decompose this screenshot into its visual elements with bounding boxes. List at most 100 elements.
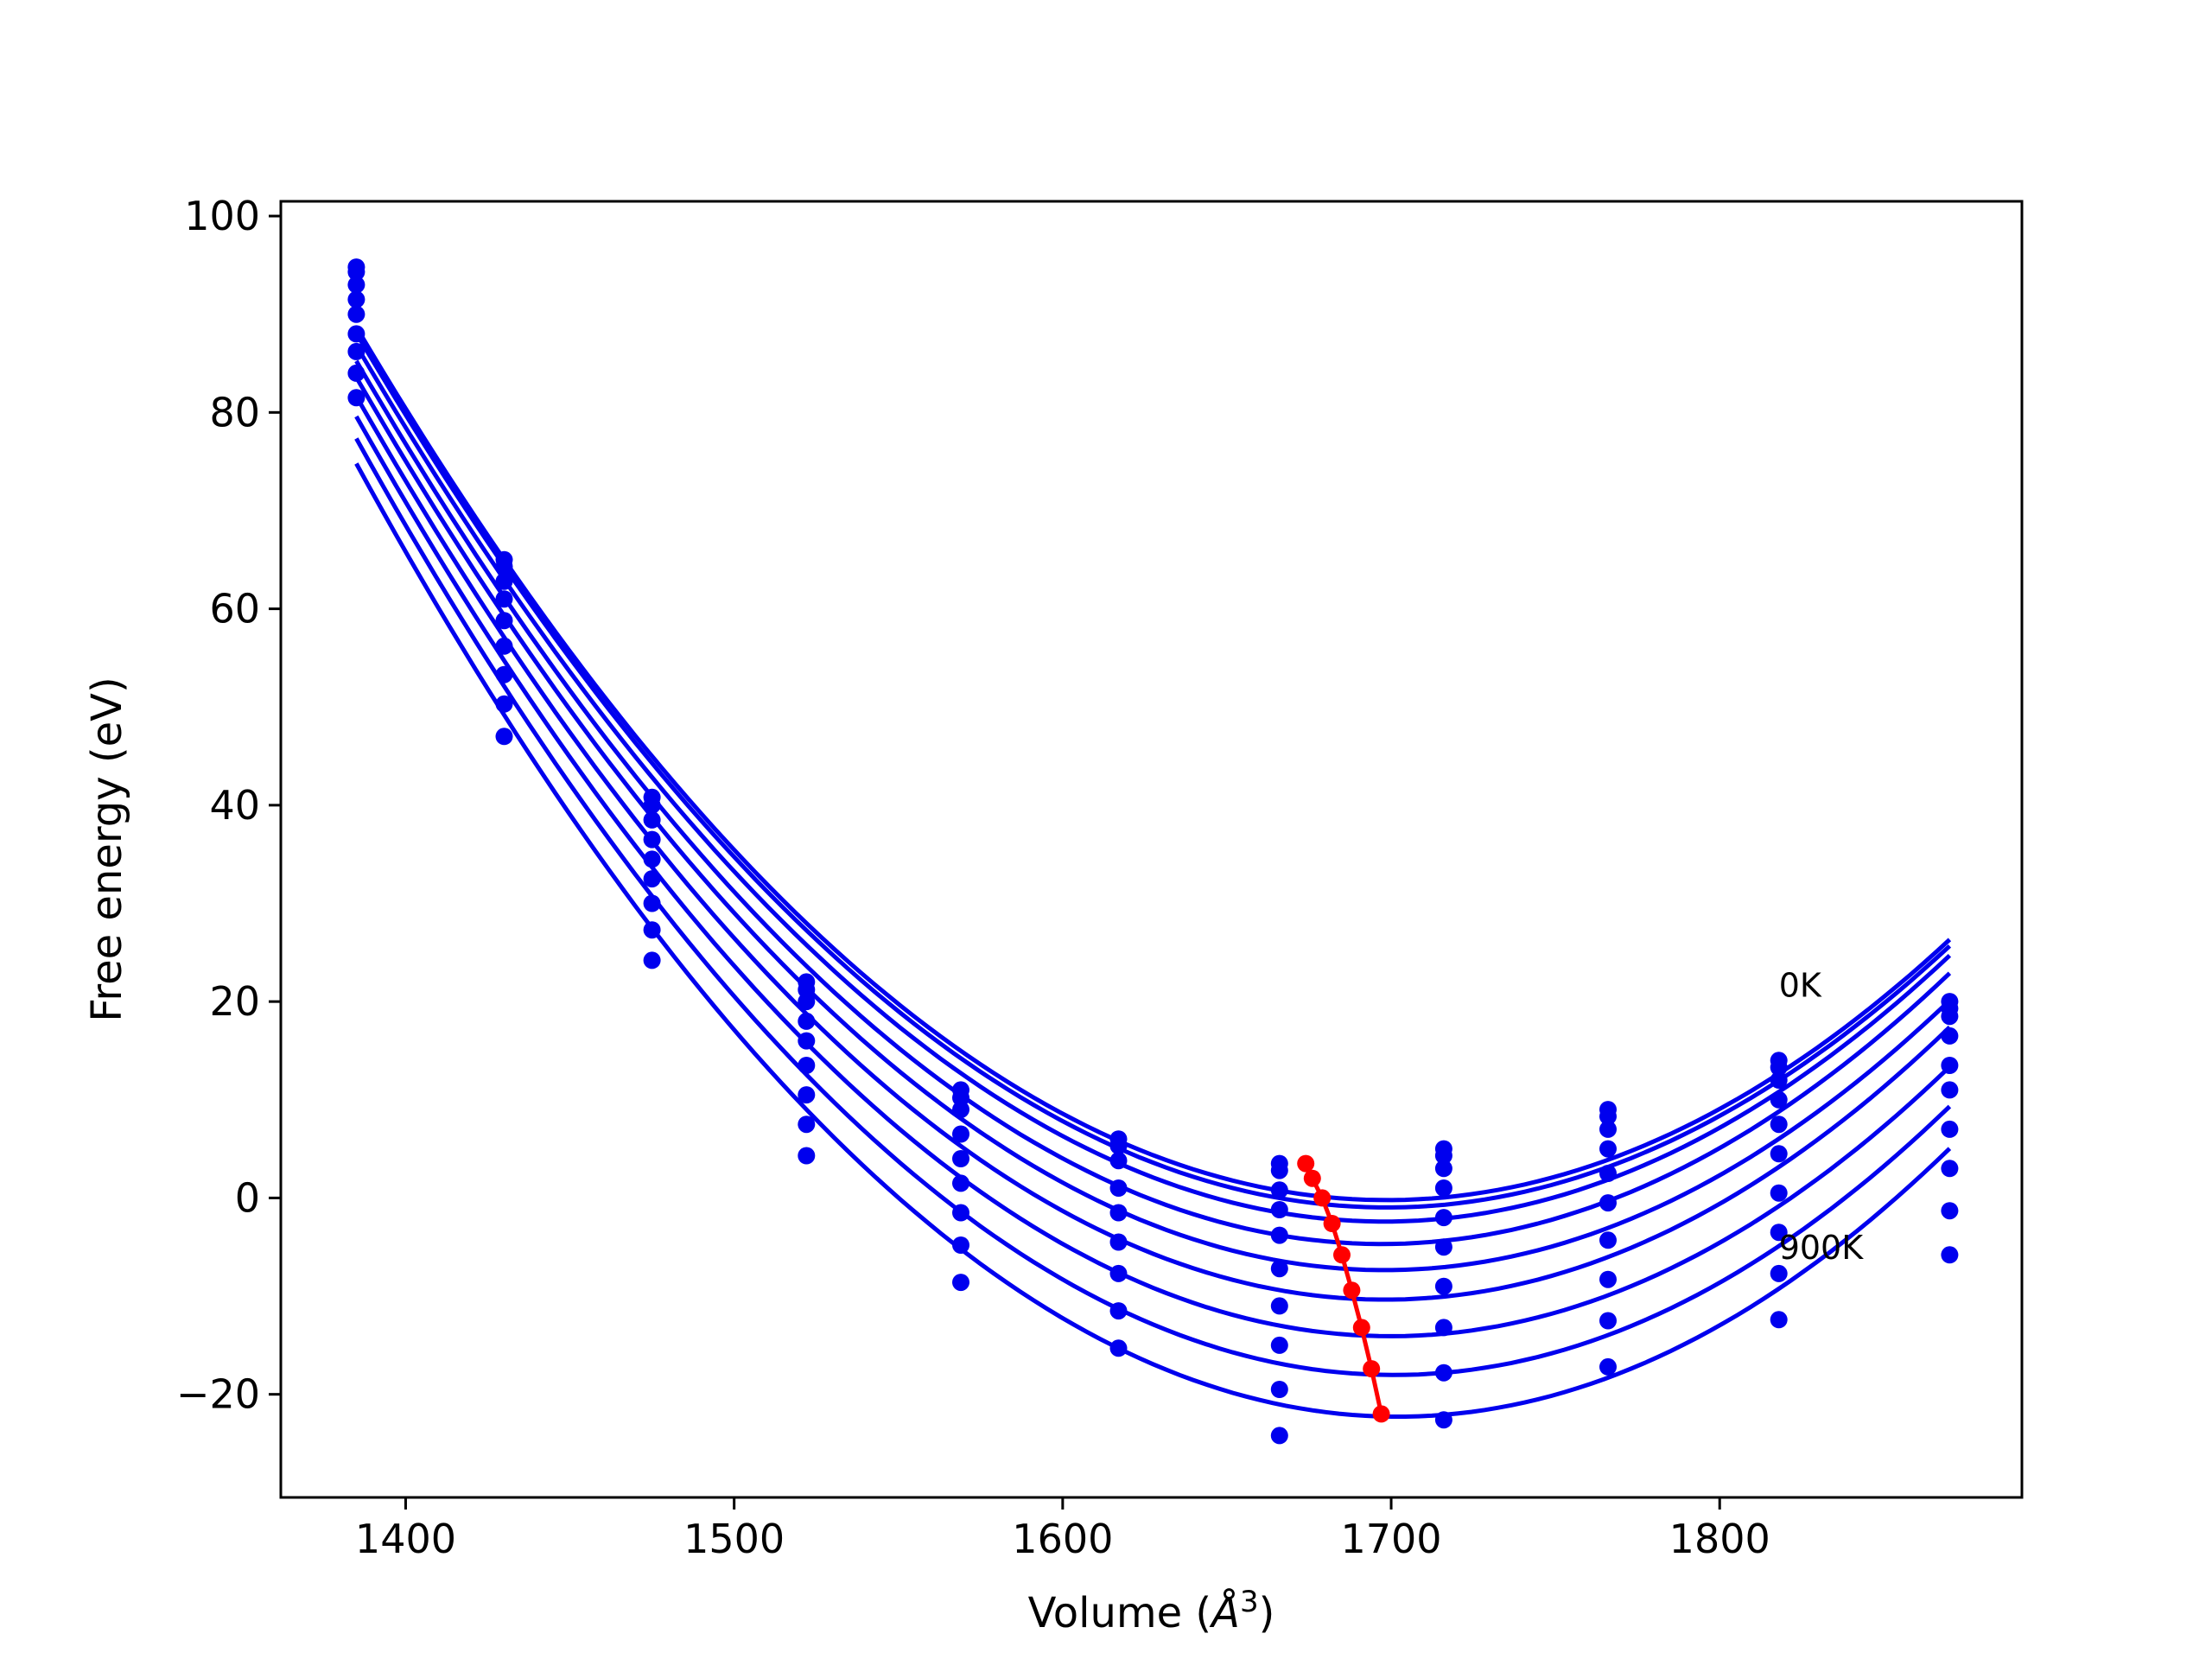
data-point	[1770, 1071, 1788, 1089]
fit-curve-5	[354, 395, 1952, 1302]
data-point	[952, 1125, 969, 1143]
x-tick-label: 1600	[1012, 1516, 1113, 1562]
x-axis-ticks: 1400 1500 1600 1700 1800	[355, 1497, 1770, 1562]
y-tick-label: −20	[176, 1371, 260, 1418]
data-point	[1599, 1120, 1617, 1138]
data-point	[495, 572, 513, 590]
minimum-point	[1297, 1154, 1315, 1173]
data-point	[1434, 1319, 1452, 1337]
data-point	[1270, 1297, 1288, 1315]
data-point	[643, 870, 661, 888]
series-annotation: 900K	[1779, 1229, 1865, 1267]
y-tick-label: 20	[209, 978, 260, 1025]
data-point	[1434, 1160, 1452, 1178]
data-point	[1270, 1201, 1288, 1218]
data-point	[495, 728, 513, 746]
fit-curve-2	[354, 344, 1952, 1224]
data-point	[952, 1274, 969, 1292]
data-point	[1770, 1058, 1788, 1077]
data-point	[798, 993, 816, 1011]
data-point	[1941, 1160, 1959, 1178]
data-point	[1270, 1260, 1288, 1278]
data-point	[1434, 1277, 1452, 1295]
data-point	[1109, 1137, 1128, 1155]
data-point	[1941, 1246, 1959, 1264]
x-tick-label: 1500	[683, 1516, 785, 1562]
data-point	[1599, 1140, 1617, 1158]
data-point	[1109, 1302, 1128, 1320]
data-point	[495, 637, 513, 655]
data-point	[495, 590, 513, 608]
data-point	[643, 894, 661, 912]
data-point	[1109, 1339, 1128, 1357]
fit-curve-7	[354, 437, 1952, 1377]
data-point	[643, 830, 661, 849]
data-point	[347, 325, 365, 343]
data-point	[1434, 1363, 1452, 1382]
minimum-point	[1343, 1281, 1361, 1300]
data-point	[798, 1086, 816, 1104]
data-point	[643, 850, 661, 868]
data-point	[1270, 1381, 1288, 1398]
data-point	[952, 1101, 969, 1119]
data-point	[347, 263, 365, 281]
data-point	[1599, 1194, 1617, 1212]
data-point	[1109, 1179, 1128, 1197]
data-point	[798, 1057, 816, 1074]
data-point	[1941, 1027, 1959, 1045]
data-point	[798, 1147, 816, 1165]
data-point	[1770, 1145, 1788, 1163]
data-point	[1270, 1161, 1288, 1179]
data-point	[1599, 1231, 1617, 1249]
data-point	[1770, 1311, 1788, 1329]
data-point	[1270, 1226, 1288, 1244]
minimum-point	[1372, 1405, 1390, 1423]
minimum-point	[1313, 1189, 1332, 1207]
y-axis-label: Free energy (eV)	[83, 677, 131, 1021]
data-point	[1941, 1202, 1959, 1220]
data-point	[952, 1150, 969, 1167]
y-tick-label: 100	[184, 193, 260, 239]
data-point	[643, 921, 661, 939]
x-axis-label: Volume (Å3)	[1028, 1585, 1275, 1637]
data-point	[1109, 1152, 1128, 1170]
data-points	[347, 258, 1959, 1445]
x-tick-label: 1800	[1669, 1516, 1770, 1562]
data-point	[347, 290, 365, 308]
fit-curve-3	[354, 359, 1952, 1247]
data-point	[1770, 1264, 1788, 1282]
fit-curve-4	[354, 376, 1952, 1273]
data-point	[347, 305, 365, 323]
data-point	[952, 1236, 969, 1254]
minimum-point	[1333, 1246, 1351, 1264]
data-point	[1434, 1147, 1452, 1165]
data-point	[347, 276, 365, 294]
fit-curve-6	[354, 415, 1952, 1338]
data-point	[347, 342, 365, 360]
data-point	[1109, 1204, 1128, 1222]
fit-curve-8	[354, 462, 1952, 1419]
data-point	[1434, 1209, 1452, 1227]
data-point	[952, 1174, 969, 1192]
data-point	[495, 665, 513, 683]
data-point	[1270, 1181, 1288, 1199]
data-point	[643, 796, 661, 814]
data-point	[347, 364, 365, 382]
data-point	[1941, 1057, 1959, 1074]
data-point	[798, 1032, 816, 1050]
y-tick-label: 40	[209, 782, 260, 829]
data-point	[798, 1012, 816, 1030]
y-tick-label: 60	[209, 586, 260, 632]
data-point	[643, 810, 661, 829]
data-point	[1941, 1120, 1959, 1138]
data-point	[1599, 1165, 1617, 1182]
fit-curve-0	[354, 326, 1952, 1203]
data-point	[643, 951, 661, 969]
data-point	[347, 389, 365, 407]
y-tick-label: 0	[235, 1174, 260, 1221]
minimum-point	[1352, 1319, 1370, 1337]
y-axis-ticks: −20 0 20 40 60 80 100	[176, 193, 281, 1418]
data-point	[1599, 1357, 1617, 1376]
